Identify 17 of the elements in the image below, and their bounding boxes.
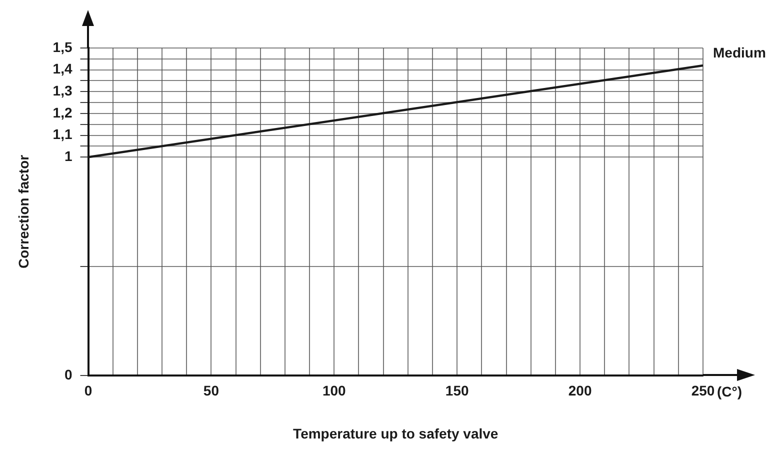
x-tick-label: 200 <box>568 382 592 399</box>
x-tick-label: 150 <box>445 382 469 399</box>
x-tick-label: 0 <box>84 382 92 399</box>
y-tick-label: 1,5 <box>52 38 72 55</box>
x-axis-title: Temperature up to safety valve <box>293 425 498 442</box>
series-label: Medium <box>713 44 766 60</box>
y-tick-label: 1 <box>64 148 72 164</box>
text: (C°) <box>717 383 742 400</box>
y-tick-label: 1,4 <box>52 60 72 77</box>
y-tick-label: 1,1 <box>52 126 72 142</box>
x-tick-label: 100 <box>322 382 346 399</box>
y-tick-label: 1,2 <box>52 104 72 120</box>
y-axis-title: Correction factor <box>15 154 32 268</box>
x-tick-label: 50 <box>203 382 220 399</box>
x-tick-label: 250 <box>691 382 715 399</box>
y-tick-label: 1,3 <box>52 82 72 99</box>
y-tick-label: 0 <box>64 366 72 382</box>
